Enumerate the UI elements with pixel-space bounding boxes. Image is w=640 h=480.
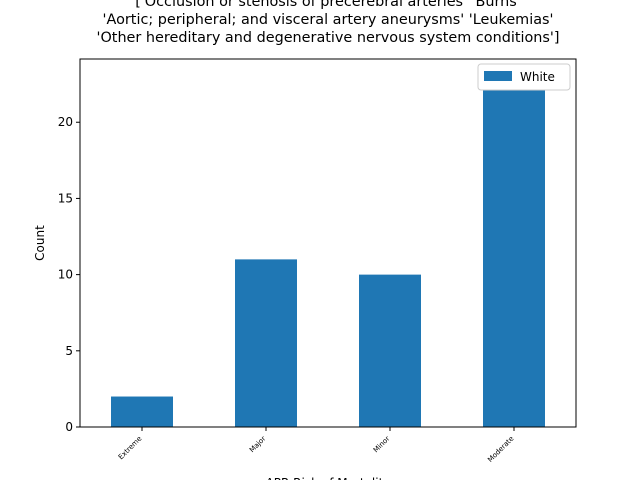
y-tick-label: 20 [58, 115, 73, 129]
x-tick-label: Minor [372, 435, 392, 455]
bar [235, 259, 297, 427]
x-tick-label: Major [248, 435, 267, 454]
legend-box [477, 63, 571, 91]
axes-frame [79, 58, 577, 428]
y-tick-label: 0 [65, 420, 73, 434]
y-tick-label: 5 [65, 344, 73, 358]
chart-title: ['Occlusion or stenosis of precerebral a… [135, 0, 521, 10]
legend-label: White [520, 70, 555, 84]
y-tick-label: 10 [58, 268, 73, 282]
legend-swatch [484, 71, 512, 81]
x-tick-label: Moderate [486, 435, 515, 464]
bar [111, 396, 173, 427]
y-axis-label: Count [33, 225, 47, 261]
x-axis-label: APR Risk of Mortality [266, 476, 391, 480]
chart-title: 'Other hereditary and degenerative nervo… [97, 30, 560, 46]
x-tick-label: Extreme [117, 435, 143, 461]
bar [359, 274, 421, 427]
y-tick-label: 15 [58, 191, 73, 205]
chart-title: 'Aortic; peripheral; and visceral artery… [103, 12, 554, 28]
bar [483, 76, 545, 428]
